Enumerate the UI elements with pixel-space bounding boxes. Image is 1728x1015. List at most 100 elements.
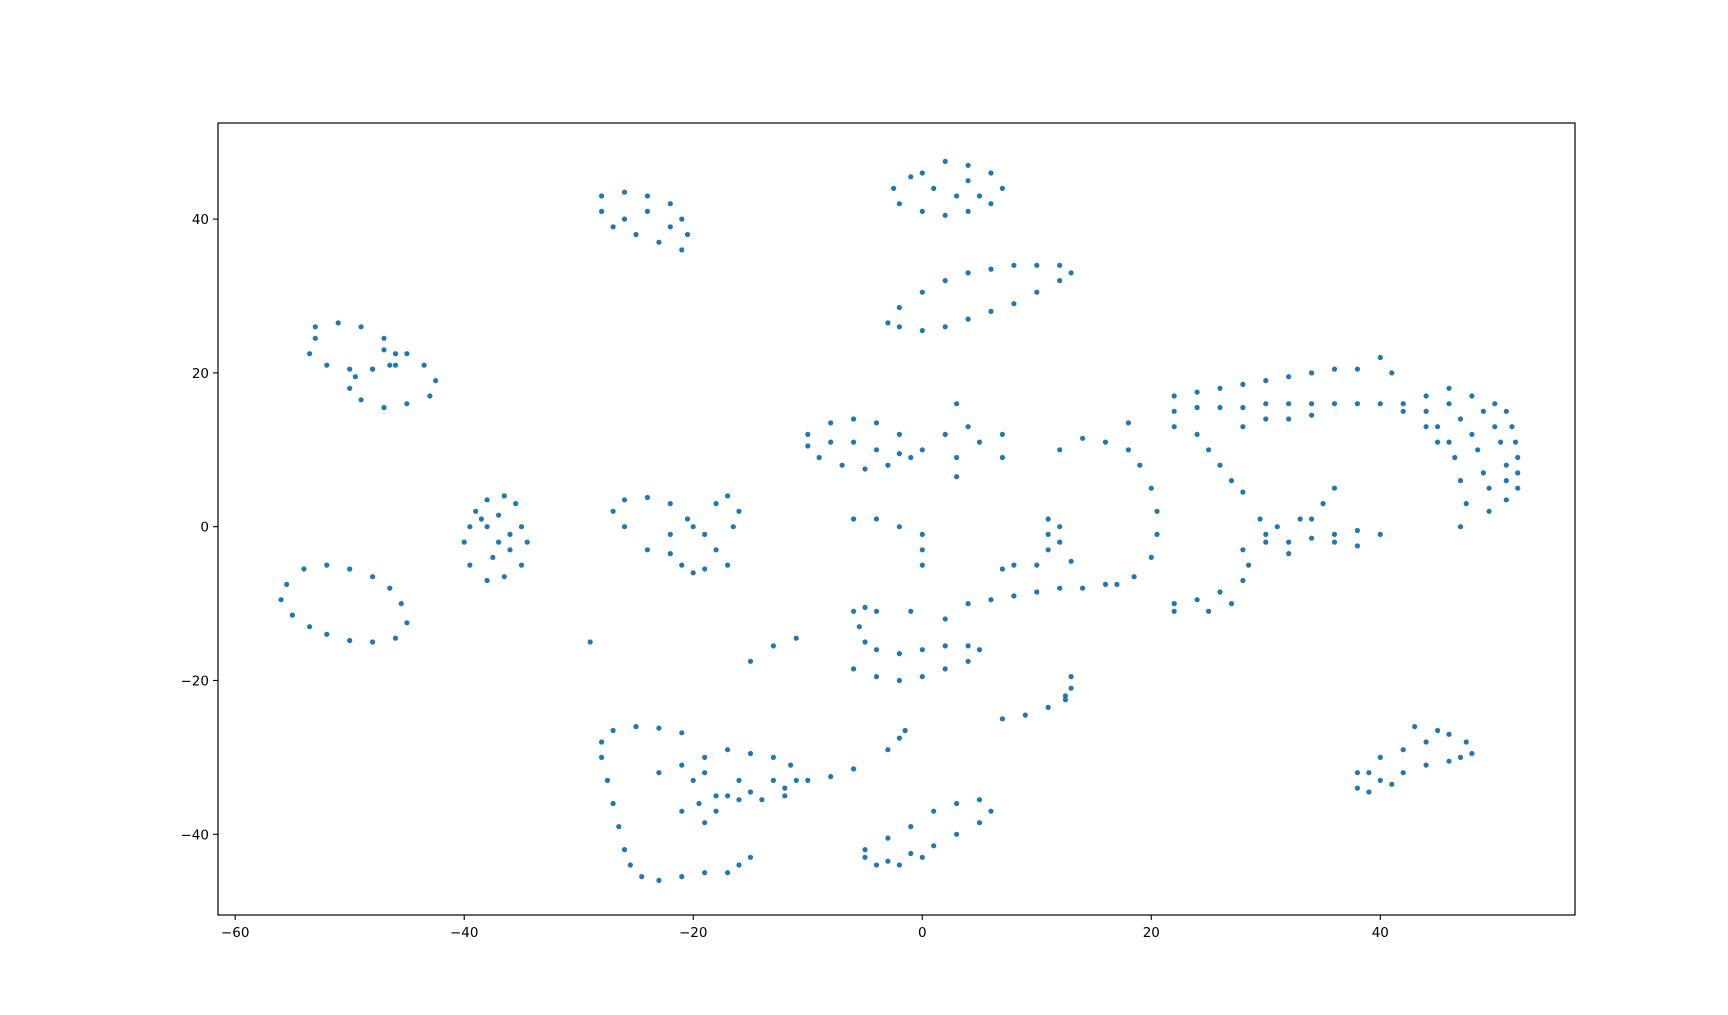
scatter-point	[1469, 393, 1475, 399]
scatter-point	[433, 378, 439, 384]
scatter-point	[404, 401, 410, 407]
scatter-point	[1331, 401, 1338, 407]
x-tick-label: 20	[1143, 925, 1160, 941]
scatter-point	[851, 439, 857, 445]
scatter-point	[805, 443, 811, 449]
scatter-point	[1309, 516, 1315, 522]
scatter-point	[599, 208, 605, 214]
scatter-point	[1068, 674, 1074, 680]
scatter-point	[788, 762, 794, 768]
scatter-point	[873, 420, 880, 426]
scatter-point	[427, 393, 433, 399]
scatter-point	[1377, 777, 1383, 784]
scatter-point	[1475, 447, 1481, 453]
scatter-point	[1062, 697, 1068, 703]
scatter-point	[679, 762, 685, 768]
scatter-point	[307, 351, 313, 357]
scatter-point	[1331, 539, 1338, 545]
scatter-point	[1148, 554, 1154, 561]
scatter-point	[1400, 770, 1406, 776]
scatter-point	[873, 447, 880, 453]
scatter-point	[908, 174, 914, 180]
scatter-point	[1194, 597, 1200, 603]
scatter-point	[1011, 301, 1017, 307]
scatter-point	[587, 639, 593, 645]
scatter-point	[1171, 393, 1177, 399]
scatter-point	[1080, 585, 1086, 591]
scatter-point	[347, 566, 353, 572]
scatter-point	[1509, 424, 1515, 430]
scatter-points	[278, 158, 1521, 884]
scatter-point	[599, 739, 605, 745]
scatter-point	[679, 874, 685, 880]
scatter-point	[942, 666, 948, 672]
scatter-point	[513, 501, 519, 507]
scatter-point	[725, 793, 731, 799]
scatter-point	[919, 447, 925, 453]
scatter-point	[725, 870, 731, 876]
scatter-point	[490, 554, 496, 561]
scatter-point	[1423, 393, 1429, 399]
scatter-point	[896, 735, 903, 741]
scatter-point	[919, 547, 925, 553]
scatter-point	[1217, 404, 1223, 411]
y-tick-label: −40	[181, 827, 210, 843]
scatter-point	[931, 808, 937, 814]
scatter-point	[1366, 789, 1372, 795]
scatter-point	[387, 362, 393, 368]
scatter-point	[656, 877, 662, 884]
scatter-point	[599, 193, 605, 199]
scatter-point	[885, 858, 891, 864]
scatter-point	[862, 639, 868, 645]
scatter-point	[370, 366, 376, 372]
scatter-point	[725, 562, 731, 568]
scatter-point	[702, 754, 708, 761]
scatter-point	[862, 847, 868, 853]
scatter-point	[702, 566, 708, 572]
scatter-point	[1240, 424, 1246, 430]
scatter-point	[1274, 524, 1280, 530]
scatter-point	[919, 854, 925, 860]
scatter-point	[1354, 527, 1360, 534]
scatter-point	[1377, 354, 1383, 361]
scatter-point	[358, 397, 364, 403]
scatter-point	[896, 651, 903, 657]
y-tick-label: 40	[192, 212, 209, 228]
x-axis: −60 −40 −20 0 20 40	[221, 915, 1389, 941]
scatter-point	[1263, 539, 1269, 545]
scatter-point	[398, 601, 404, 607]
scatter-point	[1228, 478, 1235, 484]
scatter-point	[381, 404, 387, 411]
scatter-point	[793, 635, 799, 641]
scatter-point	[1377, 754, 1383, 761]
scatter-point	[667, 531, 673, 538]
scatter-point	[1057, 539, 1063, 545]
scatter-point	[1240, 381, 1246, 387]
scatter-point	[1446, 731, 1452, 737]
scatter-point	[713, 547, 719, 553]
scatter-point	[782, 785, 788, 791]
scatter-point	[1354, 770, 1360, 776]
scatter-point	[621, 497, 628, 503]
scatter-point	[1057, 524, 1063, 530]
scatter-point	[1452, 454, 1458, 461]
scatter-point	[1423, 408, 1429, 414]
scatter-point	[1463, 739, 1469, 745]
scatter-point	[1492, 401, 1498, 407]
scatter-point	[896, 862, 903, 868]
scatter-point	[896, 304, 903, 311]
scatter-point	[616, 824, 622, 830]
scatter-point	[942, 431, 948, 437]
scatter-point	[627, 862, 633, 868]
scatter-point	[324, 562, 330, 568]
scatter-point	[1377, 531, 1383, 538]
scatter-point	[965, 208, 971, 214]
scatter-point	[873, 608, 880, 614]
scatter-point	[908, 824, 914, 830]
scatter-point	[501, 574, 507, 580]
scatter-point	[1354, 401, 1360, 407]
y-tick-label: −20	[181, 673, 210, 689]
scatter-point	[730, 524, 736, 530]
scatter-point	[896, 677, 903, 684]
